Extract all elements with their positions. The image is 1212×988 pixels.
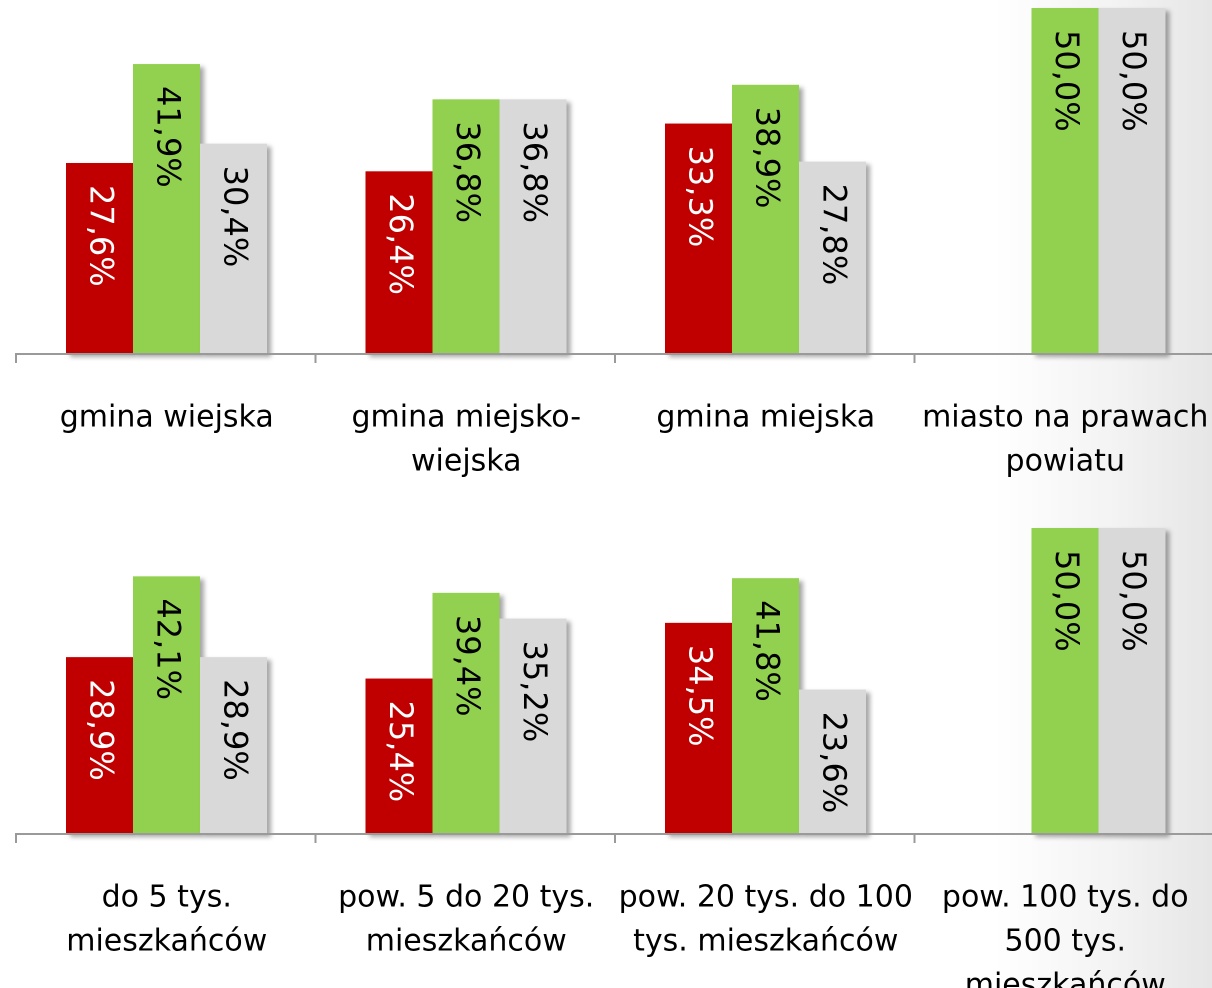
bar [66,163,133,354]
bar [732,578,799,834]
data-label: 39,4% [449,615,487,717]
bar [799,689,866,834]
category-label: wiejska [411,444,522,479]
data-label: 36,8% [449,121,487,223]
data-label: 36,8% [516,121,554,223]
category-label: pow. 20 tys. do 100 [619,880,913,915]
data-label: 38,9% [749,107,787,209]
data-label: 42,1% [150,598,188,700]
bar [432,592,500,834]
category-label: pow. 5 do 20 tys. [338,880,594,915]
data-label: 50,0% [1115,30,1153,132]
bar [799,161,866,354]
data-label: 28,9% [217,679,255,781]
bar [66,657,133,834]
bar [499,618,567,834]
bar [1098,528,1166,834]
data-label: 41,8% [749,600,787,702]
category-label: gmina wiejska [60,400,274,435]
data-label: 50,0% [1048,550,1086,652]
category-label: miasto na prawach [922,400,1208,435]
data-label: 50,0% [1115,550,1153,652]
category-label: mieszkańców [66,924,267,959]
category-label: tys. mieszkańców [633,924,898,959]
bar [1031,528,1099,834]
data-label: 28,9% [83,679,121,781]
chart-panel: 27,6% 26,4% 33,3% 41,9% 36,8% 38,9% 50,0% 30,4%… [15,8,1212,479]
category-label: gmina miejska [656,400,875,435]
data-label: 27,6% [83,185,121,287]
bar [665,123,732,355]
data-label: 35,2% [516,641,554,743]
bar [1098,8,1166,354]
bar [499,99,567,355]
data-label: 26,4% [382,193,420,295]
category-label: mieszkańców [965,968,1166,988]
bar [200,143,267,354]
category-label: pow. 100 tys. do [942,880,1189,915]
category-label: powiatu [1006,444,1125,479]
bar [1031,8,1099,354]
bar [133,576,200,834]
chart-panel: 28,9% 25,4% 34,5% 42,1% 39,4% 41,8% 50,0% 28,9%… [15,528,1212,988]
data-label: 41,9% [150,86,188,188]
data-label: 50,0% [1048,30,1086,132]
category-label: mieszkańców [366,924,567,959]
bar [432,99,500,355]
data-label: 27,8% [816,184,854,286]
data-label: 33,3% [682,146,720,248]
category-label: do 5 tys. [102,880,232,915]
bar [732,84,799,354]
data-label: 23,6% [816,712,854,814]
bar [365,678,433,834]
bar [133,64,200,354]
category-label: gmina miejsko- [351,400,581,435]
data-label: 25,4% [382,701,420,803]
data-label: 30,4% [217,166,255,268]
bar [665,622,732,834]
category-label: 500 tys. [1005,924,1126,959]
data-label: 34,5% [682,645,720,747]
bar [365,171,433,354]
bar [200,657,267,834]
